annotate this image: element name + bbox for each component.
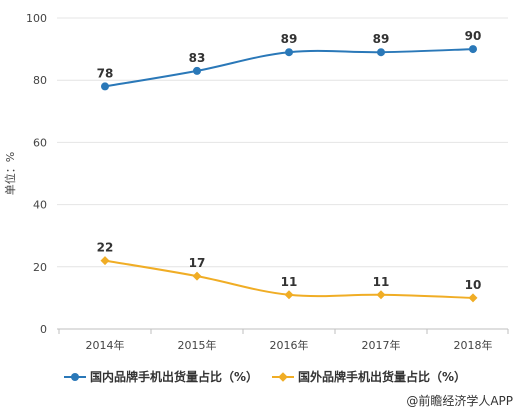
legend-swatch-domestic xyxy=(64,371,86,383)
data-point xyxy=(469,45,477,54)
legend-item-domestic: 国内品牌手机出货量占比（%） xyxy=(64,368,258,385)
y-tick-label: 40 xyxy=(33,199,47,212)
data-label: 22 xyxy=(97,241,114,255)
data-label: 17 xyxy=(189,256,206,270)
line-chart: 0 20 40 60 80 100 2014年 2015年 2016年 2017年 2018年 7… xyxy=(3,12,509,352)
legend: 国内品牌手机出货量占比（%） 国外品牌手机出货量占比（%） xyxy=(0,368,523,388)
x-tick-label: 2014年 xyxy=(86,338,125,352)
y-axis-ticks: 0 20 40 60 80 100 xyxy=(26,12,47,336)
data-label: 10 xyxy=(465,278,482,292)
x-tick-label: 2015年 xyxy=(178,338,217,352)
legend-item-foreign: 国外品牌手机出货量占比（%） xyxy=(272,368,466,385)
x-tick-label: 2017年 xyxy=(362,338,401,352)
x-axis: 2014年 2015年 2016年 2017年 2018年 xyxy=(57,328,509,352)
y-tick-label: 0 xyxy=(40,323,47,336)
data-point xyxy=(285,48,293,57)
source-credit: @前瞻经济学人APP xyxy=(406,394,513,408)
data-point xyxy=(193,66,201,75)
x-tick-label: 2018年 xyxy=(454,338,493,352)
data-point xyxy=(468,293,478,303)
data-point xyxy=(100,256,110,266)
data-point xyxy=(284,290,294,300)
data-label: 89 xyxy=(281,32,298,46)
data-point xyxy=(376,290,386,300)
y-tick-label: 100 xyxy=(26,12,47,25)
y-tick-label: 80 xyxy=(33,74,47,87)
data-label: 89 xyxy=(373,32,390,46)
legend-swatch-foreign xyxy=(272,371,294,383)
data-label: 11 xyxy=(373,275,390,289)
y-tick-label: 20 xyxy=(33,261,47,274)
data-point xyxy=(101,82,109,91)
series-group: 78 83 89 89 90 22 17 11 11 10 xyxy=(97,29,482,303)
data-point xyxy=(192,271,202,281)
gridlines xyxy=(57,17,508,268)
data-point xyxy=(377,48,385,57)
y-axis-label: 单位：% xyxy=(3,152,17,195)
x-tick-label: 2016年 xyxy=(270,338,309,352)
data-label: 78 xyxy=(97,66,114,80)
data-label: 11 xyxy=(281,275,298,289)
legend-label-domestic: 国内品牌手机出货量占比（%） xyxy=(90,370,259,384)
data-label: 90 xyxy=(465,29,482,43)
y-tick-label: 60 xyxy=(33,136,47,149)
legend-label-foreign: 国外品牌手机出货量占比（%） xyxy=(298,370,467,384)
data-label: 83 xyxy=(189,51,206,65)
